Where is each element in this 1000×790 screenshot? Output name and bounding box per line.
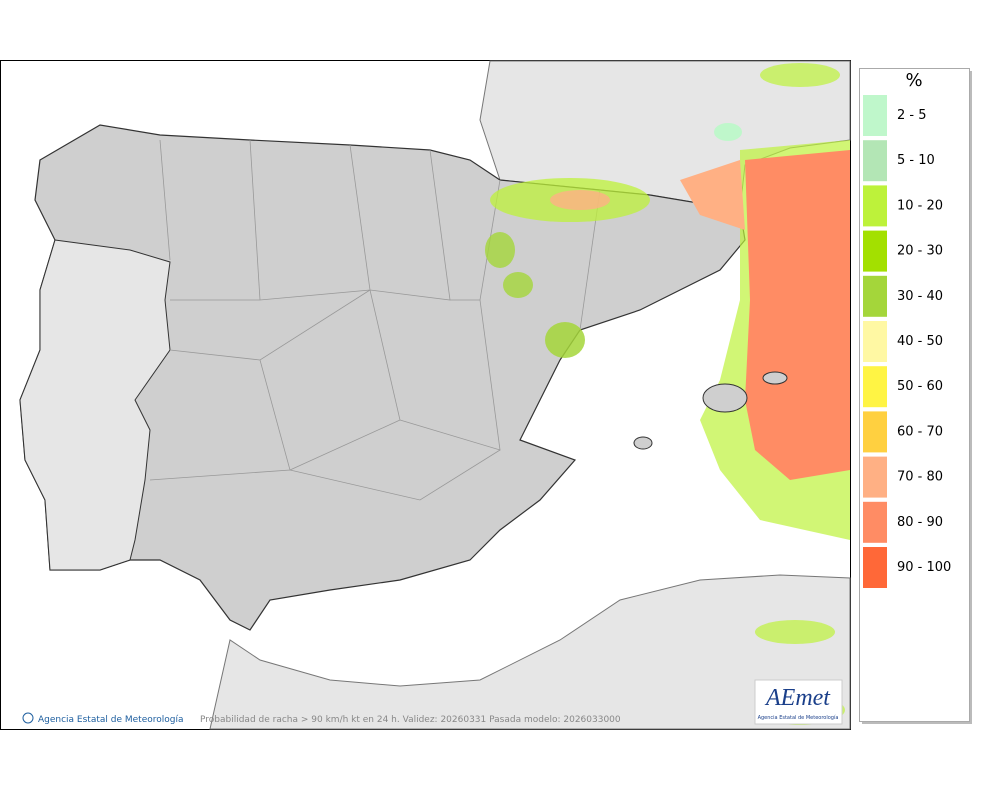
legend-label: 60 - 70 (897, 424, 943, 439)
legend-label: 40 - 50 (897, 334, 943, 349)
balearic-islands (633, 371, 788, 450)
legend-swatch (863, 95, 887, 136)
legend-label: 90 - 100 (897, 560, 951, 575)
legend-swatch (863, 456, 887, 498)
legend-title: % (905, 70, 922, 91)
legend-swatch (863, 275, 887, 317)
legend-label: 50 - 60 (897, 379, 943, 394)
portugal (19, 239, 171, 571)
legend-swatch (863, 321, 887, 362)
legend-swatch (863, 547, 887, 588)
legend-swatch (863, 140, 887, 182)
logo: AEmet Agencia Estatal de Meteorología (754, 679, 843, 725)
legend-swatch (863, 501, 887, 543)
regions (149, 139, 601, 501)
legend: % 2 - 5 5 - 10 10 - 20 20 - 30 30 - 40 40 - 5… (859, 68, 972, 724)
legend-label: 70 - 80 (897, 470, 943, 485)
logo-subtitle: Agencia Estatal de Meteorología (758, 714, 839, 721)
map-caption: Probabilidad de racha > 90 km/h kt en 24… (200, 715, 621, 725)
legend-swatch (863, 411, 887, 453)
legend-swatch (863, 366, 887, 408)
legend-label: 2 - 5 (897, 108, 927, 123)
africa (209, 574, 851, 730)
legend-label: 20 - 30 (897, 244, 943, 259)
footer: Agencia Estatal de Meteorología Probabil… (22, 712, 621, 725)
legend-label: 10 - 20 (897, 198, 943, 213)
copyright-icon (22, 712, 34, 724)
logo-box (754, 679, 843, 725)
legend-label: 80 - 90 (897, 515, 943, 530)
map: Agencia Estatal de Meteorología Probabil… (0, 60, 851, 730)
legend-swatch (863, 185, 887, 227)
probability-shading (485, 63, 850, 725)
legend-swatch (863, 230, 887, 272)
agency-credit: Agencia Estatal de Meteorología (38, 715, 184, 725)
legend-label: 5 - 10 (897, 153, 935, 168)
legend-label: 30 - 40 (897, 289, 943, 304)
logo-text: AEmet (764, 685, 831, 711)
